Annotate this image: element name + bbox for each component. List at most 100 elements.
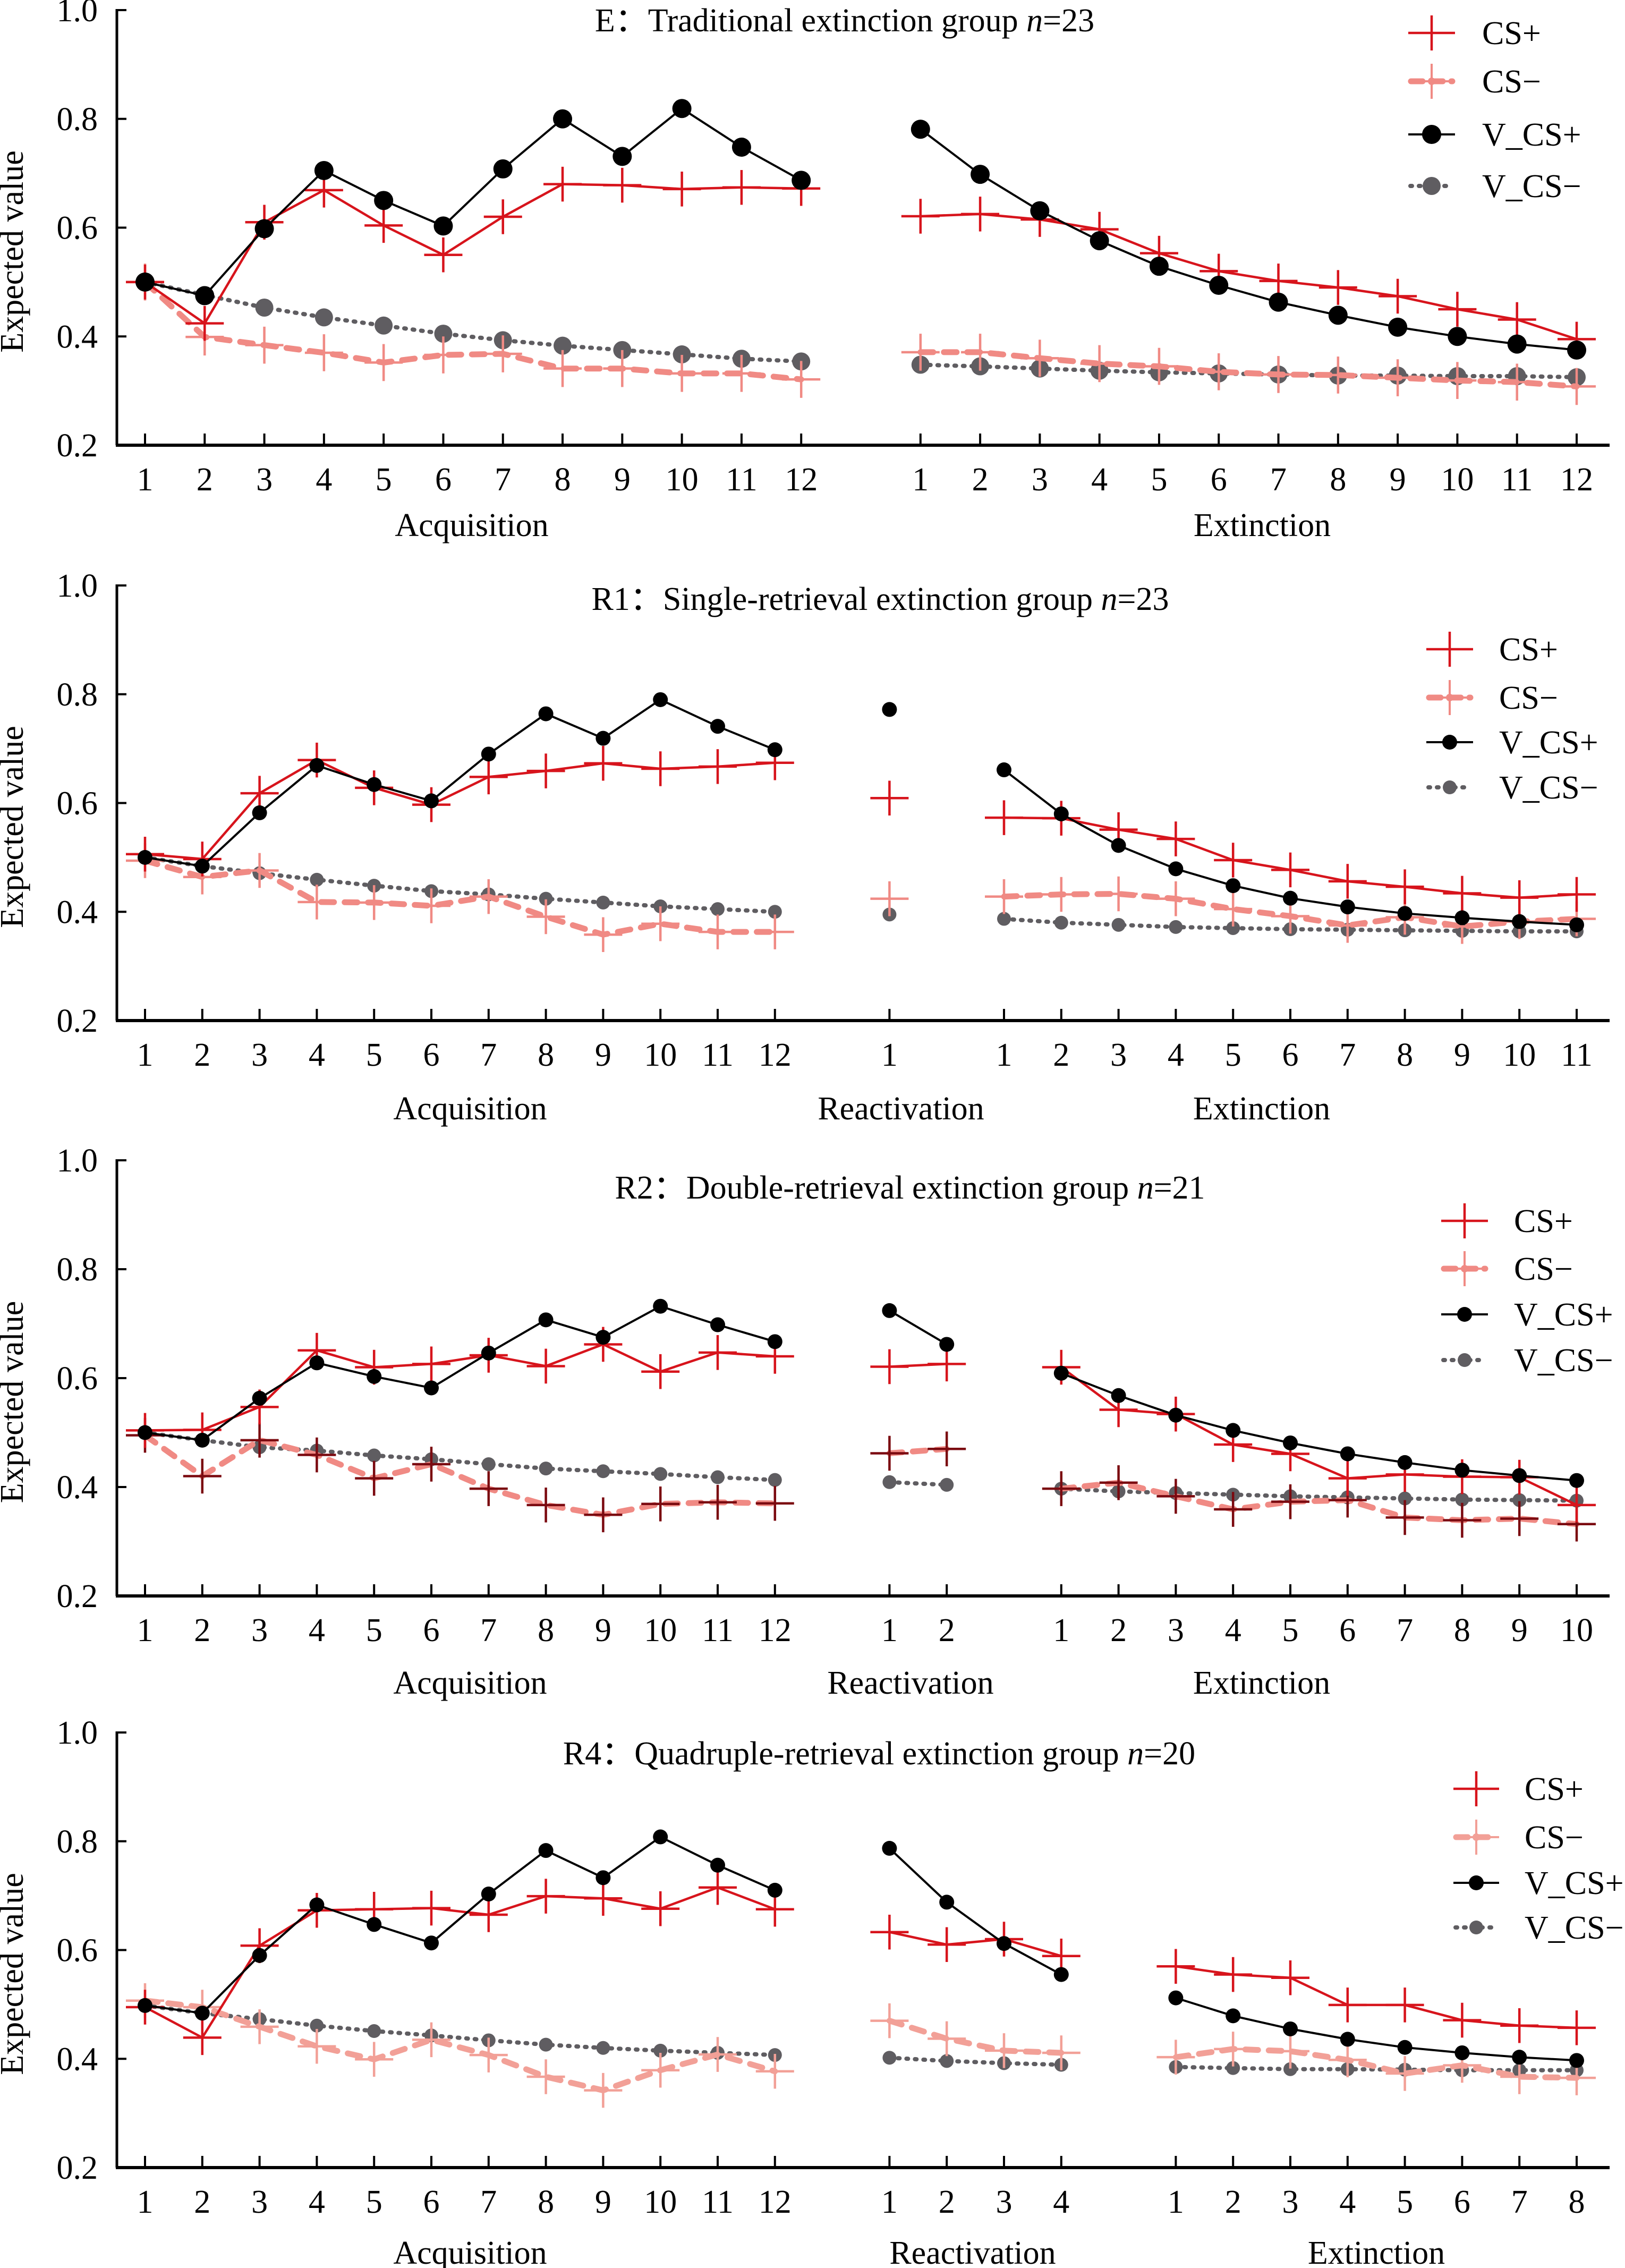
point-v-cs-plus	[1567, 340, 1586, 360]
line-v-cs-plus	[1061, 1372, 1577, 1482]
point-v-cs-minus	[255, 298, 274, 317]
point-v-cs-minus	[434, 325, 453, 343]
y-tick-label: 0.2	[57, 2150, 98, 2186]
x-tick-label: 11	[702, 1037, 734, 1073]
point-cs-plus	[928, 1346, 966, 1382]
point-cs-minus	[641, 2052, 680, 2088]
legend-dot	[1443, 780, 1457, 794]
point-cs-minus	[424, 336, 463, 373]
point-cs-minus	[755, 2054, 794, 2089]
x-tick-label: 10	[644, 1612, 677, 1649]
point-cs-minus	[412, 2022, 450, 2058]
point-cs-minus	[355, 2042, 394, 2077]
legend-swatch-v-cs-plus	[1408, 125, 1455, 144]
line-v-cs-minus	[143, 279, 804, 364]
x-tick-label: 11	[702, 2184, 734, 2220]
legend-swatch-v-cs-minus	[1441, 1353, 1488, 1367]
line-cs-plus	[144, 759, 775, 861]
point-cs-plus	[1443, 876, 1482, 911]
y-tick-label: 0.4	[57, 2041, 98, 2077]
point-v-cs-plus	[1053, 806, 1069, 821]
point-v-cs-minus	[882, 2051, 897, 2065]
x-tick-label: 7	[1397, 1612, 1413, 1649]
y-tick-label: 0.4	[57, 319, 98, 355]
x-tick-label: 9	[1390, 462, 1406, 498]
point-cs-plus	[1214, 1957, 1253, 1992]
x-tick-label: 12	[1560, 462, 1593, 498]
legend-dot	[1442, 735, 1457, 750]
point-cs-minus	[297, 2028, 336, 2064]
point-v-cs-plus	[1340, 2032, 1355, 2047]
y-tick-label: 0.6	[57, 786, 98, 822]
x-tick-label: 4	[1091, 462, 1108, 498]
x-tick-label: 12	[785, 462, 818, 498]
point-v-cs-plus	[309, 758, 325, 773]
point-cs-plus	[1328, 1460, 1367, 1496]
point-cs-plus	[543, 166, 582, 202]
legend-label: CS+	[1482, 15, 1541, 52]
point-v-cs-plus	[997, 1936, 1011, 1951]
point-cs-plus	[469, 759, 508, 795]
point-cs-plus	[1328, 864, 1367, 899]
line-v-cs-minus	[1173, 2065, 1579, 2072]
point-cs-plus	[412, 1890, 450, 1926]
line-cs-minus	[917, 349, 1580, 389]
x-tick-label: 5	[376, 462, 392, 498]
x-tick-label: 7	[480, 1037, 497, 1073]
phase-label-extinction: Extinction	[1193, 1665, 1330, 1701]
point-cs-plus	[526, 1348, 565, 1384]
point-v-cs-minus	[882, 1475, 897, 1489]
point-cs-plus	[1498, 302, 1536, 337]
point-cs-minus	[240, 2009, 279, 2044]
point-v-cs-plus	[971, 165, 990, 184]
line-cs-minus	[142, 857, 778, 938]
point-cs-minus	[1379, 359, 1417, 396]
point-v-cs-plus	[767, 742, 782, 758]
series-v-cs-plus	[138, 692, 1584, 932]
series-v-cs-plus	[135, 99, 1586, 360]
point-cs-minus	[961, 334, 1000, 371]
x-tick-label: 2	[1225, 2184, 1241, 2220]
point-cs-minus	[1259, 356, 1298, 393]
point-cs-minus	[1042, 2035, 1081, 2070]
x-tick-label: 9	[1511, 1612, 1528, 1649]
point-cs-minus	[901, 334, 940, 371]
point-v-cs-minus	[1512, 1493, 1527, 1507]
legend-item-v-cs-minus: V_CS−	[1426, 770, 1598, 806]
legend-item-v-cs-plus: V_CS+	[1408, 117, 1581, 153]
point-cs-minus	[1214, 1492, 1253, 1527]
legend-dot	[1423, 177, 1441, 195]
series-cs-plus	[126, 1327, 1596, 1523]
legend-label: CS−	[1482, 64, 1541, 100]
point-v-cs-plus	[911, 120, 930, 139]
point-cs-minus	[364, 344, 403, 381]
y-tick-label: 0.2	[57, 1578, 98, 1615]
point-v-cs-plus	[1111, 1388, 1126, 1403]
legend-item-v-cs-minus: V_CS−	[1408, 168, 1581, 205]
point-v-cs-plus	[374, 191, 394, 210]
phase-label-reactivation: Reactivation	[818, 1091, 984, 1127]
point-cs-plus	[1271, 852, 1309, 888]
point-cs-plus	[1271, 1960, 1309, 1995]
x-tick-label: 7	[480, 1612, 497, 1649]
legend-swatch-cs-minus	[1408, 64, 1456, 99]
point-cs-plus	[961, 197, 1000, 232]
point-cs-plus	[699, 1335, 737, 1370]
x-tick-label: 3	[1032, 462, 1048, 498]
phase-label-extinction: Extinction	[1308, 2235, 1445, 2268]
x-tick-label: 8	[1330, 462, 1346, 498]
point-cs-plus	[240, 776, 279, 811]
x-tick-label: 9	[595, 1037, 611, 1073]
legend-label: V_CS+	[1514, 1297, 1613, 1333]
title-text: R4：Quadruple-retrieval extinction group	[563, 1736, 1127, 1772]
point-v-cs-plus	[1168, 861, 1184, 877]
legend-dot	[1422, 125, 1441, 144]
point-v-cs-plus	[1328, 305, 1348, 325]
x-tick-label: 8	[538, 2184, 554, 2220]
point-cs-minus	[870, 2003, 909, 2038]
point-v-cs-minus	[1111, 918, 1126, 932]
point-v-cs-plus	[1226, 878, 1241, 894]
point-cs-plus	[183, 2020, 222, 2055]
